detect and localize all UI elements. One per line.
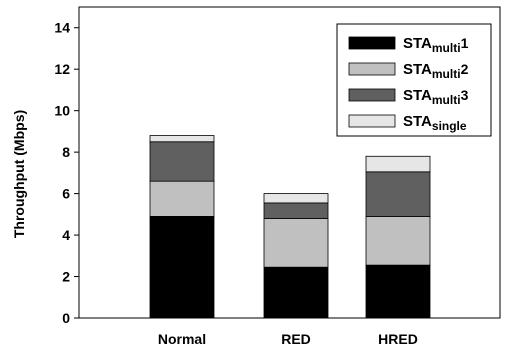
y-tick-label: 12 [54, 61, 70, 77]
legend-swatch [348, 114, 396, 128]
bar-segment-normal-s2 [149, 180, 215, 217]
x-axis: Normal RED HRED [158, 331, 418, 347]
legend: STAmulti1 STAmulti2 STAmulti3 STAsingle [336, 23, 492, 137]
x-tick-label: Normal [158, 331, 206, 347]
legend-label: STAmulti3 [403, 87, 469, 107]
bar-segment-hred-s4 [365, 155, 431, 173]
bar-segment-normal-s4 [149, 135, 215, 143]
legend-swatch [348, 62, 396, 76]
bar-segment-red-s3 [263, 202, 329, 219]
bar-segment-red-s1 [263, 266, 329, 319]
bars [149, 135, 431, 319]
y-tick-label: 0 [62, 310, 70, 326]
y-axis-title: Throughput (Mbps) [11, 110, 27, 238]
x-tick-label: RED [281, 331, 311, 347]
y-tick-label: 14 [54, 20, 70, 36]
y-axis: 0 2 4 6 8 10 12 14 [54, 20, 79, 326]
y-tick-label: 10 [54, 103, 70, 119]
bar-segment-normal-s1 [149, 216, 215, 319]
bar-segment-normal-s3 [149, 141, 215, 182]
bar-segment-red-s4 [263, 193, 329, 204]
legend-label: STAmulti2 [403, 61, 469, 81]
legend-label: STAmulti1 [403, 35, 469, 55]
bar-segment-hred-s3 [365, 171, 431, 217]
legend-swatch [348, 36, 396, 50]
y-tick-label: 6 [62, 186, 70, 202]
y-tick-label: 2 [62, 269, 70, 285]
bar-segment-hred-s2 [365, 216, 431, 266]
bar-segment-red-s2 [263, 218, 329, 268]
legend-swatch [348, 88, 396, 102]
y-tick-label: 4 [62, 227, 70, 243]
y-tick-label: 8 [62, 144, 70, 160]
legend-label: STAsingle [403, 113, 467, 133]
x-tick-label: HRED [378, 331, 418, 347]
bar-segment-hred-s1 [365, 264, 431, 319]
